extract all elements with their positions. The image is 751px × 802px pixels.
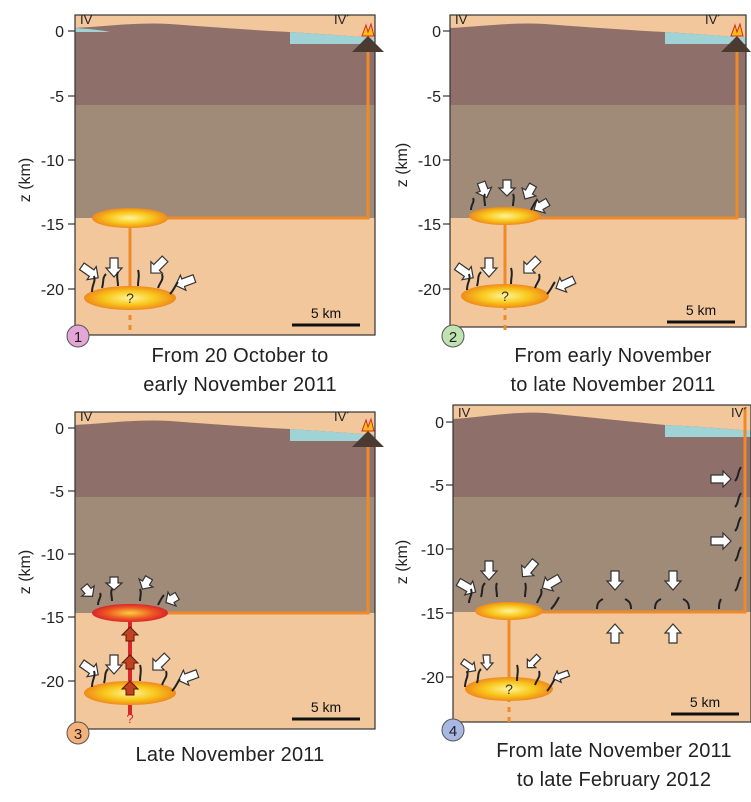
svg-text:z (km): z (km) (17, 550, 34, 594)
svg-text:IV: IV (80, 409, 93, 424)
svg-text:?: ? (505, 681, 513, 697)
svg-text:-20: -20 (41, 674, 64, 691)
panel-caption: From late November 2011 to late February… (496, 740, 732, 791)
svg-text:-5: -5 (427, 89, 441, 106)
svg-text:-20: -20 (418, 282, 441, 299)
frame (74, 14, 376, 336)
y-ticks: 0 -5 -10 -15 -20 (41, 24, 64, 299)
svg-text:0: 0 (435, 415, 444, 432)
svg-text:4: 4 (449, 723, 457, 740)
y-ticks: 0 -5 -10 -15 -20 (41, 421, 64, 691)
middle-crust (75, 105, 375, 218)
seismicity-arrows (455, 469, 732, 684)
scale-bar-label: 5 km (311, 305, 341, 321)
svg-text:0: 0 (432, 24, 441, 41)
panel-1: ? z (km) 0 -5 -10 -15 -20 IV IV´ 5 km 1 (0, 0, 385, 396)
sea (290, 32, 375, 44)
svg-text:z (km): z (km) (394, 143, 411, 187)
unknown-mark: ? (126, 290, 134, 306)
svg-text:IV: IV (455, 12, 468, 27)
sea (75, 28, 110, 32)
panel-number-badge (66, 721, 90, 745)
reservoir-upper (92, 208, 168, 228)
svg-text:2: 2 (449, 329, 457, 346)
svg-text:IV: IV (458, 405, 471, 420)
ascent-arrows (120, 626, 140, 696)
svg-text:-5: -5 (50, 484, 64, 501)
section-start-label: IV (80, 12, 93, 27)
panel-number-badge (441, 324, 465, 348)
svg-text:z (km): z (km) (394, 540, 411, 584)
svg-text:-20: -20 (41, 282, 64, 299)
svg-text:-15: -15 (41, 217, 64, 234)
panel-4: ? z (km) 0 -5 -10 -15 (385, 397, 751, 802)
cross-section-3: ? z (km) 0 -5 -10 -15 -20 IV IV´ 5 km (17, 409, 384, 745)
cross-section-4: ? z (km) 0 -5 -10 -15 (394, 404, 751, 742)
arrow-icon (174, 273, 197, 292)
svg-text:-5: -5 (50, 89, 64, 106)
svg-text:-15: -15 (41, 610, 64, 627)
arrow-icon (78, 262, 99, 281)
svg-text:IV´: IV´ (334, 409, 351, 424)
svg-text:-10: -10 (418, 153, 441, 170)
svg-text:IV´: IV´ (731, 405, 748, 420)
svg-text:0: 0 (55, 24, 64, 41)
arrow-icon (150, 255, 169, 274)
y-ticks: 0 -5 -10 -15 -20 (418, 24, 441, 299)
panel-3: ? z (km) 0 -5 -10 -15 -20 IV IV´ 5 km (0, 397, 385, 802)
fault-traces (464, 466, 742, 692)
volcano-icon (352, 36, 384, 52)
svg-text:0: 0 (55, 421, 64, 438)
svg-text:-5: -5 (430, 478, 444, 495)
svg-text:-15: -15 (418, 217, 441, 234)
panel-2: ? z (km) 0 -5 -10 -15 -20 IV IV´ 5 km (385, 0, 751, 396)
fault-traces (91, 588, 181, 692)
seismicity-arrows (78, 255, 197, 292)
svg-text:-20: -20 (421, 670, 444, 687)
fault-traces (91, 269, 179, 295)
svg-text:-10: -10 (41, 153, 64, 170)
seismicity-arrows (453, 179, 577, 294)
svg-text:-10: -10 (421, 542, 444, 559)
svg-text:-15: -15 (421, 606, 444, 623)
y-ticks: 0 -5 -10 -15 -20 (421, 415, 444, 687)
fault-traces (466, 193, 556, 295)
svg-text:3: 3 (74, 726, 82, 743)
panel-number: 1 (74, 329, 82, 346)
conduit (130, 48, 370, 220)
panel-caption: From early November to late November 201… (510, 345, 716, 396)
svg-text:5 km: 5 km (690, 694, 720, 710)
y-axis-label: z (km) (17, 158, 34, 202)
cross-section-2: ? z (km) 0 -5 -10 -15 -20 IV IV´ 5 km (394, 12, 751, 348)
eruption-icon (361, 417, 375, 432)
panel-caption: From 20 October to early November 2011 (143, 345, 337, 396)
svg-text:?: ? (126, 711, 133, 726)
svg-text:5 km: 5 km (311, 699, 341, 715)
svg-text:5 km: 5 km (686, 302, 716, 318)
svg-text:?: ? (501, 288, 509, 304)
panel-number-badge (66, 324, 90, 348)
panel-number-badge (441, 718, 465, 742)
svg-text:IV´: IV´ (705, 12, 722, 27)
panel-caption: Late November 2011 (135, 744, 325, 766)
cross-section-1: ? z (km) 0 -5 -10 -15 -20 IV IV´ 5 km 1 (17, 12, 384, 348)
eruption-icon (361, 22, 375, 37)
volcano-icon (352, 431, 384, 447)
eruption-icon (730, 22, 744, 37)
reservoir-lower (84, 286, 176, 310)
section-end-label: IV´ (334, 12, 351, 27)
svg-text:-10: -10 (41, 547, 64, 564)
volcano-icon (721, 36, 751, 52)
